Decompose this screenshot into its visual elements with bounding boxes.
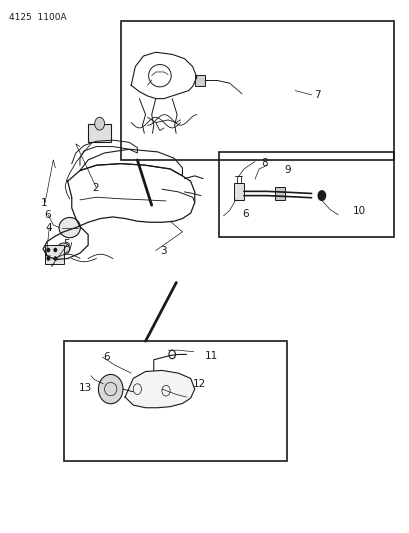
Bar [233,183,243,200]
Text: 6: 6 [44,211,51,220]
Text: 2: 2 [92,183,99,192]
Text: 10: 10 [352,206,365,215]
Bar [45,245,63,264]
Text: 4: 4 [45,223,52,233]
Text: 13: 13 [79,383,92,393]
Circle shape [317,191,325,200]
Bar [194,75,204,86]
Bar [63,341,286,461]
Ellipse shape [57,243,70,255]
Ellipse shape [98,374,123,404]
Text: 1: 1 [41,198,47,207]
Text: 12: 12 [192,379,205,389]
Text: 9: 9 [283,165,290,175]
Circle shape [54,248,56,252]
Bar [219,152,393,237]
Ellipse shape [59,217,80,238]
Polygon shape [125,370,194,408]
Text: 8: 8 [260,158,267,167]
Text: 6: 6 [103,352,110,362]
Circle shape [94,117,104,130]
Text: 6: 6 [241,209,248,219]
Text: 11: 11 [204,351,218,361]
Bar [88,124,110,142]
Bar [121,21,393,160]
Text: 4125  1100A: 4125 1100A [9,13,67,22]
Circle shape [47,257,49,260]
Bar [274,187,284,200]
Circle shape [47,248,49,252]
Text: 5: 5 [63,239,70,249]
Text: 3: 3 [160,246,166,255]
Text: 7: 7 [313,90,319,100]
Circle shape [54,257,56,260]
